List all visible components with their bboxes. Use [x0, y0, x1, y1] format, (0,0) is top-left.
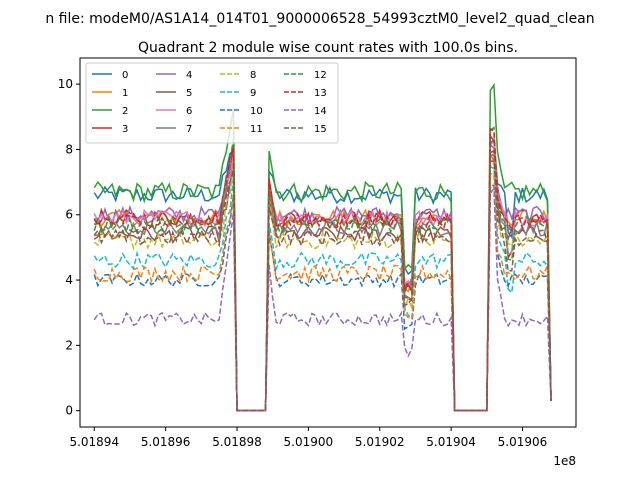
series-line-12	[93, 126, 552, 412]
legend-label-0: 0	[122, 70, 128, 81]
series-line-9	[93, 165, 552, 412]
legend-label-7: 7	[186, 124, 192, 135]
x-offset-label: 1e8	[553, 454, 576, 468]
legend-label-12: 12	[314, 70, 327, 81]
legend-label-4: 4	[186, 70, 192, 81]
x-tick-label: 5.01900	[284, 435, 334, 449]
legend-label-2: 2	[122, 106, 128, 117]
x-tick-label: 5.01898	[212, 435, 262, 449]
legend-label-15: 15	[314, 124, 327, 135]
x-tick-label: 5.01906	[498, 435, 548, 449]
series-line-15	[93, 149, 552, 412]
legend-label-14: 14	[314, 106, 327, 117]
legend-label-9: 9	[250, 88, 256, 99]
series-line-14	[93, 186, 552, 412]
legend-label-11: 11	[250, 124, 263, 135]
y-tick-label: 10	[58, 77, 73, 91]
y-tick-label: 2	[65, 338, 73, 352]
legend-label-3: 3	[122, 124, 128, 135]
axes-frame	[79, 57, 577, 428]
legend-label-8: 8	[250, 70, 256, 81]
series-line-13	[93, 127, 552, 412]
legend-label-5: 5	[186, 88, 192, 99]
legend-box	[85, 62, 339, 144]
legend-label-6: 6	[186, 106, 192, 117]
chart-title: Quadrant 2 module wise count rates with …	[138, 40, 518, 56]
x-tick-label: 5.01902	[355, 435, 405, 449]
x-tick-label: 5.01894	[69, 435, 119, 449]
series-line-0	[93, 137, 552, 412]
y-tick-label: 0	[65, 404, 73, 418]
legend-label-10: 10	[250, 106, 263, 117]
x-tick-label: 5.01896	[141, 435, 191, 449]
series-line-11	[93, 172, 552, 412]
y-tick-label: 6	[65, 208, 73, 222]
y-tick-label: 4	[65, 273, 73, 287]
legend-label-1: 1	[122, 88, 128, 99]
x-tick-label: 5.01904	[426, 435, 476, 449]
y-tick-label: 8	[65, 142, 73, 156]
figure-suptitle: n file: modeM0/AS1A14_014T01_9000006528_…	[45, 11, 594, 27]
series-line-3	[94, 134, 552, 412]
series-line-10	[93, 184, 552, 412]
legend-label-13: 13	[314, 88, 327, 99]
